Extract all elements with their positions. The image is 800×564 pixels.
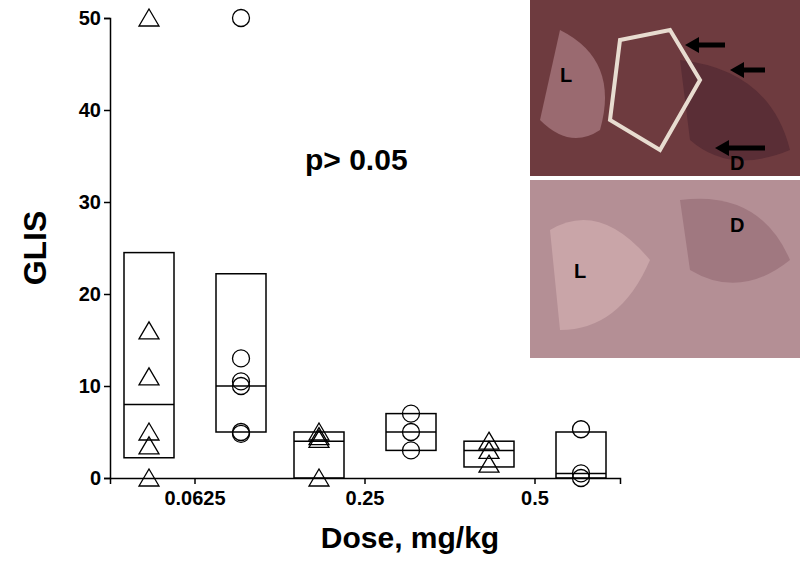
box (294, 432, 344, 478)
y-axis-line (104, 19, 111, 479)
x-tick: 0.25 (346, 478, 385, 509)
inset-label: D (730, 214, 744, 236)
point-triangle (139, 469, 159, 486)
box-median (294, 440, 344, 442)
y-tick-mark (104, 18, 110, 20)
point-circle (233, 373, 250, 390)
y-axis-title: GLIS (17, 211, 53, 286)
point-triangle (139, 9, 159, 26)
x-tick-mark (194, 478, 196, 484)
y-tick: 20 (79, 283, 110, 305)
marks (124, 9, 606, 487)
x-tick-mark (364, 478, 366, 484)
box-median (386, 431, 436, 433)
y-tick: 40 (79, 99, 110, 121)
y-tick-label: 40 (79, 99, 101, 121)
inset-arrow-head (685, 37, 699, 53)
inset-panel (530, 0, 800, 176)
point-circle (573, 465, 590, 482)
x-tick-label: 0.25 (346, 487, 385, 509)
x-tick-label: 0.0625 (164, 487, 225, 509)
box-median (556, 473, 606, 475)
box-median (124, 404, 174, 406)
y-tick-label: 30 (79, 191, 101, 213)
box (386, 414, 436, 451)
point-triangle (139, 368, 159, 385)
box (216, 274, 266, 432)
box (556, 432, 606, 478)
point-triangle (139, 322, 159, 339)
y-tick: 50 (79, 7, 110, 29)
x-tick-mark (534, 478, 536, 484)
box (124, 253, 174, 458)
annotation: p> 0.05 (305, 143, 408, 176)
inset-label: L (574, 260, 586, 282)
x-axis: 0.0625 0.25 0.5 (111, 478, 621, 509)
y-tick-label: 50 (79, 7, 101, 29)
inset-tissue (540, 30, 605, 138)
inset-adhesion (610, 30, 700, 150)
inset-panel (530, 180, 800, 358)
inset-arrow-head (730, 62, 744, 78)
point-circle (233, 350, 250, 367)
x-axis-line (111, 479, 621, 485)
box-median (464, 450, 514, 452)
y-tick-label: 10 (79, 375, 101, 397)
y-tick: 30 (79, 191, 110, 213)
y-tick-mark (104, 202, 110, 204)
inset-arrow-shaft (725, 146, 765, 151)
inset-tissue (680, 199, 790, 283)
box-median (216, 385, 266, 387)
y-tick-label: 0 (90, 467, 101, 489)
y-tick-label: 20 (79, 283, 101, 305)
point-circle (233, 378, 250, 395)
x-tick: 0.5 (521, 478, 549, 509)
x-tick-label: 0.5 (521, 487, 549, 509)
inset-arrow-head (715, 140, 729, 156)
point-circle (233, 10, 250, 27)
point-circle (233, 424, 250, 441)
x-axis-title: Dose, mg/kg (321, 521, 499, 554)
point-triangle (309, 430, 329, 447)
y-tick: 10 (79, 375, 110, 397)
point-circle (573, 470, 590, 487)
y-tick-mark (104, 386, 110, 388)
inset-arrow-shaft (695, 43, 725, 48)
point-circle (233, 425, 250, 442)
chart: 0 10 20 30 40 50 0.0625 0.25 0.5 Dose, mg/kg GLIS p… (0, 0, 800, 564)
y-axis: 0 10 20 30 40 50 (79, 7, 111, 489)
point-circle (403, 405, 420, 422)
x-tick: 0.0625 (164, 478, 225, 509)
point-triangle (139, 437, 159, 454)
point-circle (403, 442, 420, 459)
point-triangle (479, 455, 499, 472)
inset-label: L (560, 64, 572, 86)
y-tick: 0 (90, 467, 110, 489)
point-circle (573, 421, 590, 438)
point-circle (403, 424, 420, 441)
inset-label: D (730, 152, 744, 174)
y-tick-mark (104, 478, 110, 480)
point-triangle (309, 469, 329, 486)
inset-tissue (550, 220, 650, 330)
inset (530, 0, 800, 358)
y-tick-mark (104, 294, 110, 296)
y-tick-mark (104, 110, 110, 112)
